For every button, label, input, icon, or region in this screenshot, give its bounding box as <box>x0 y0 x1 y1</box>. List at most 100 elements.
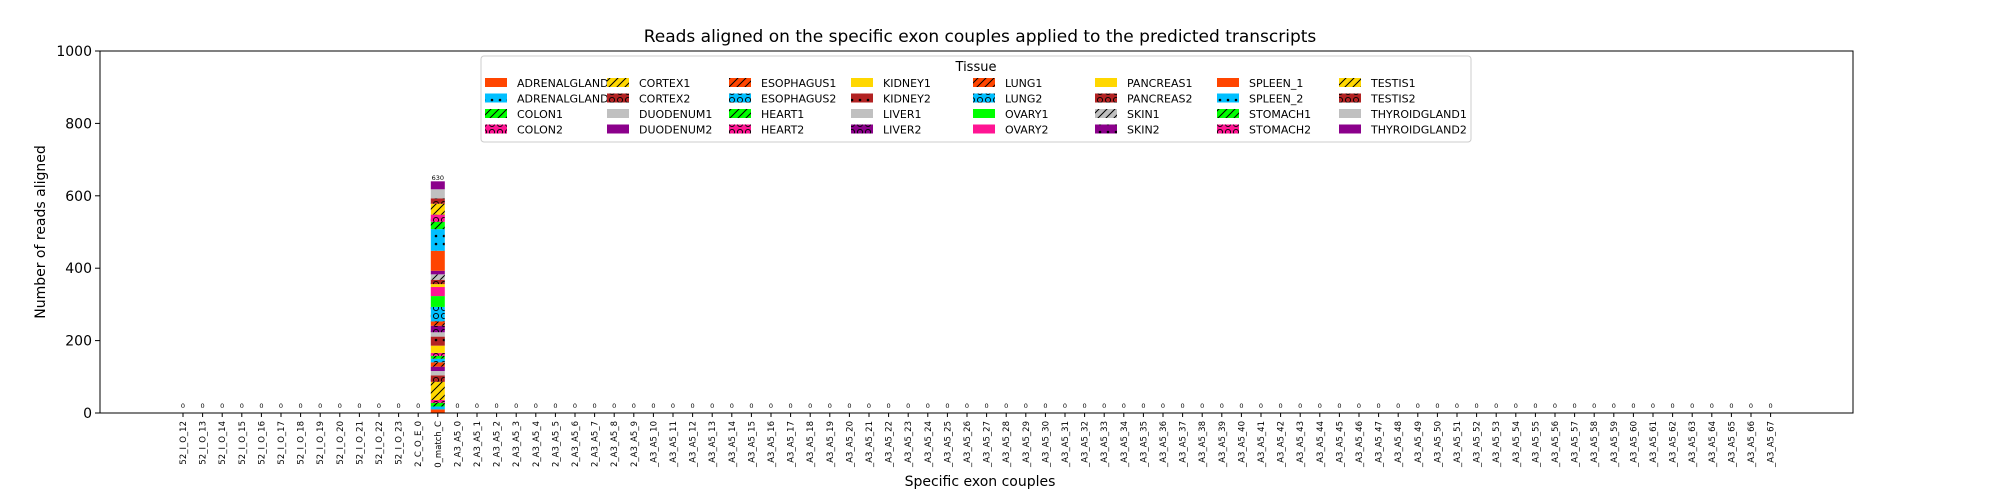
bar-total-label: 0 <box>1220 402 1224 410</box>
legend-swatch <box>1095 78 1117 87</box>
x-tick-label: 2_A3_A5_1 <box>473 421 483 467</box>
bar-segment-thyroidgland2 <box>430 181 445 190</box>
bar-total-label: 0 <box>965 402 969 410</box>
x-tick-label: _A3_A5_40 <box>1237 421 1247 468</box>
legend-label: KIDNEY2 <box>883 93 931 106</box>
x-tick-label: 52_I_O_17 <box>277 421 287 465</box>
x-tick-label: _A3_A5_52 <box>1473 421 1483 468</box>
bar-total-label: 0 <box>1357 402 1361 410</box>
legend-label: COLON2 <box>517 124 563 137</box>
bar-total-label: 0 <box>475 402 479 410</box>
bar-total-label: 0 <box>1102 402 1106 410</box>
x-tick-label: _A3_A5_49 <box>1414 421 1424 468</box>
bar-total-label: 0 <box>985 402 989 410</box>
x-tick-label: _A3_A5_23 <box>904 421 914 468</box>
bar-total-label: 0 <box>1749 402 1753 410</box>
legend-swatch <box>1095 124 1117 134</box>
x-tick-label: 52_I_O_18 <box>297 421 307 465</box>
bar-segment-kidney1 <box>430 345 445 353</box>
bar-total-label: 0 <box>1259 402 1263 410</box>
data-labels-layer: 0 0 0 0 0 0 0 0 0 0 0 0 0 630 0 0 0 0 0 0 0 0 0 0 0 0 0 0 0 0 0 0 0 0 0 0 0 0… <box>181 174 1773 410</box>
bar-segment-ovary1 <box>430 296 445 307</box>
x-tick-label: _A3_A5_58 <box>1590 421 1600 468</box>
bar-segment-stomach2 <box>430 214 445 222</box>
legend-label: HEART1 <box>761 108 804 121</box>
legend-label: SPLEEN_1 <box>1249 77 1303 90</box>
x-axis-label: Specific exon couples <box>905 474 1056 490</box>
bar-total-label: 0 <box>730 402 734 410</box>
x-tick-label: _A3_A5_22 <box>885 421 895 468</box>
x-tick-label: _A3_A5_35 <box>1139 421 1149 468</box>
legend-label: ESOPHAGUS1 <box>761 77 836 90</box>
legend-swatch <box>1095 109 1117 118</box>
bar-segment-cortex2 <box>430 375 445 382</box>
x-tick-label: _A3_A5_31 <box>1061 421 1071 468</box>
x-tick-label: 2_A3_A5_5 <box>551 421 561 467</box>
legend-swatch <box>1339 109 1361 118</box>
legend-swatch <box>729 109 751 118</box>
legend-swatch <box>485 124 507 134</box>
bar-total-label: 0 <box>1043 402 1047 410</box>
bar-segment-liver2 <box>430 325 445 333</box>
legend-swatch <box>1217 124 1239 134</box>
bar-total-label: 0 <box>1396 402 1400 410</box>
x-tick-label: 2_A3_A5_8 <box>610 421 620 467</box>
x-tick-label: _A3_A5_56 <box>1551 421 1561 468</box>
x-tick-label: 2_A3_A5_0 <box>453 421 463 467</box>
bar-segment-duodenum2 <box>430 366 445 372</box>
x-tick-label: _A3_A5_25 <box>943 421 953 468</box>
legend-swatch <box>851 124 873 134</box>
x-tick-label: 52_I_O_13 <box>199 421 209 465</box>
legend-label: COLON1 <box>517 108 563 121</box>
bar-total-label: 0 <box>1769 402 1773 410</box>
bar-segment-adrenalgland1 <box>430 409 445 413</box>
x-axis: 52_I_O_12 52_I_O_13 52_I_O_14 52_I_O_15 52_I… <box>179 413 1777 468</box>
bar-total-label: 0 <box>220 402 224 410</box>
legend-label: TESTIS2 <box>1370 93 1416 106</box>
x-tick-label: _A3_A5_20 <box>845 421 855 468</box>
bar-total-label: 0 <box>691 402 695 410</box>
legend-swatch <box>851 78 873 87</box>
bar-segment-pancreas1 <box>430 284 445 288</box>
legend-label: KIDNEY1 <box>883 77 931 90</box>
x-tick-label: _A3_A5_17 <box>787 421 797 468</box>
bar-total-label: 0 <box>769 402 773 410</box>
x-tick-label: _A3_A5_29 <box>1022 421 1032 468</box>
x-tick-label: _A3_A5_12 <box>689 421 699 468</box>
bar-total-label: 0 <box>299 402 303 410</box>
legend-label: ADRENALGLAND2 <box>517 93 616 106</box>
y-axis-label: Number of reads aligned <box>33 145 49 319</box>
x-tick-label: _A3_A5_37 <box>1179 421 1189 468</box>
x-tick-label: _A3_A5_26 <box>963 421 973 468</box>
legend-swatch <box>1339 78 1361 87</box>
bar-segment-spleen_1 <box>430 250 445 271</box>
x-tick-label: 52_I_O_12 <box>179 421 189 465</box>
bar-total-label: 0 <box>573 402 577 410</box>
x-tick-label: _A3_A5_18 <box>806 421 816 468</box>
bar-total-label: 0 <box>710 402 714 410</box>
bar-total-label: 0 <box>1533 402 1537 410</box>
x-tick-label: _A3_A5_14 <box>728 421 738 468</box>
bar-total-label: 0 <box>416 402 420 410</box>
bars-layer <box>430 181 445 413</box>
bar-total-label: 0 <box>828 402 832 410</box>
bar-total-label: 0 <box>1651 402 1655 410</box>
x-tick-label: _A3_A5_27 <box>983 421 993 468</box>
legend-swatch <box>607 78 629 87</box>
chart-title: Reads aligned on the specific exon coupl… <box>644 27 1317 47</box>
x-tick-label: _A3_A5_54 <box>1512 421 1522 468</box>
x-tick-label: _A3_A5_43 <box>1296 421 1306 468</box>
legend-label: LUNG1 <box>1005 77 1042 90</box>
bar-segment-colon2 <box>430 399 445 403</box>
x-tick-label: _A3_A5_24 <box>924 421 934 468</box>
bar-total-label: 0 <box>514 402 518 410</box>
bar-total-label: 0 <box>1631 402 1635 410</box>
legend-label: LIVER1 <box>883 108 922 121</box>
bar-total-label: 0 <box>1004 402 1008 410</box>
x-tick-label: 2_A3_A5_4 <box>532 421 542 467</box>
legend-title: Tissue <box>955 60 997 75</box>
legend-label: DUODENUM2 <box>639 124 712 137</box>
bar-total-label: 0 <box>1063 402 1067 410</box>
x-tick-label: _A3_A5_11 <box>669 421 679 468</box>
bar-segment-colon1 <box>430 402 445 407</box>
